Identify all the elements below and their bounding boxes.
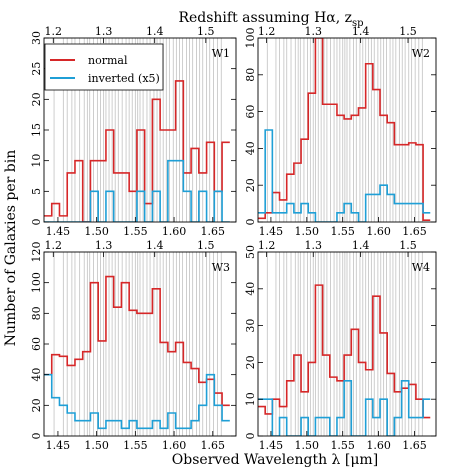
y-tick-label: 50 [244,245,257,259]
y-tick-label: 20 [244,355,257,369]
y-tick-label: 10 [30,154,43,168]
y-tick-label: 120 [30,242,43,263]
x-tick-label: 1.45 [259,439,284,452]
x-tick-label: 1.50 [295,225,320,238]
y-tick-label: 5 [30,188,43,195]
z-tick-label: 1.2 [45,239,63,252]
z-tick-label: 1.4 [352,239,370,252]
y-tick-label: 40 [244,282,257,296]
z-tick-label: 1.3 [95,239,113,252]
z-tick-label: 1.4 [146,25,164,38]
z-tick-label: 1.2 [258,25,276,38]
y-tick-label: 80 [244,68,257,82]
y-tick-label: 10 [244,392,257,406]
z-tick-label: 1.5 [399,25,417,38]
x-tick-label: 1.45 [46,225,71,238]
y-tick-label: 40 [244,141,257,155]
x-axis-title: Observed Wavelength λ [μm] [172,452,378,468]
x-tick-label: 1.45 [46,439,71,452]
panel-label: W2 [412,47,430,60]
panel-frame [257,37,437,223]
x-tick-label: 1.50 [84,439,109,452]
top-axis-title: Redshift assuming Hα, zsp [178,10,363,29]
x-tick-label: 1.55 [123,225,148,238]
top-axis-title-text: Redshift assuming Hα, z [178,10,352,26]
x-tick-label: 1.65 [201,225,226,238]
histogram-normal [44,275,230,407]
z-tick-label: 1.5 [399,239,417,252]
y-tick-label: 20 [30,92,43,106]
panel-frame [257,251,437,437]
histogram-normal [258,38,431,221]
y-tick-label: 60 [244,105,257,119]
x-tick-label: 1.55 [330,439,355,452]
histogram-inverted [258,129,431,222]
x-tick-label: 1.60 [162,225,187,238]
z-tick-label: 1.3 [305,239,323,252]
top-axis-title-subscript: sp [352,18,364,29]
sky-lines [266,38,423,222]
x-tick-label: 1.55 [330,225,355,238]
x-tick-label: 1.50 [84,225,109,238]
z-tick-label: 1.2 [258,239,276,252]
x-tick-label: 1.65 [201,439,226,452]
y-tick-label: 25 [30,62,43,76]
y-tick-label: 0 [244,433,257,440]
x-tick-label: 1.50 [295,439,320,452]
x-tick-label: 1.60 [366,225,391,238]
panel-label: W1 [212,47,230,60]
histogram-inverted [258,380,431,436]
legend-frame [44,43,164,91]
legend-normal-label: normal [88,54,128,67]
x-tick-label: 1.60 [162,439,187,452]
y-tick-label: 60 [30,337,43,351]
y-axis-title: Number of Galaxies per bin [3,150,19,347]
panel-w3: 0 20 40 60 80 100 120 1.45 1.50 1.55 1.60 1.65 1.2 1.… [30,239,237,452]
z-tick-label: 1.5 [197,239,215,252]
panel-w2: 0 20 40 60 80 100 1.45 1.50 1.55 1.60 1.65 1.2 1.3 1.… [244,25,437,238]
panel-label: W3 [212,261,230,274]
z-tick-label: 1.3 [95,25,113,38]
histogram-normal [44,80,230,222]
y-tick-label: 20 [30,398,43,412]
legend-inverted-label: inverted (x5) [88,72,160,85]
histogram-inverted [44,159,230,222]
z-tick-label: 1.5 [197,25,215,38]
y-tick-label: 0 [30,433,43,440]
y-tick-label: 100 [30,272,43,293]
y-tick-label: 0 [244,219,257,226]
histogram-inverted [44,373,230,430]
x-tick-label: 1.60 [366,439,391,452]
z-tick-label: 1.4 [146,239,164,252]
y-tick-label: 0 [30,219,43,226]
y-tick-label: 15 [30,123,43,137]
x-tick-label: 1.65 [402,225,427,238]
y-tick-label: 100 [244,28,257,49]
z-tick-label: 1.2 [45,25,63,38]
z-tick-label: 1.4 [352,25,370,38]
panel-label: W4 [412,261,430,274]
panel-w4: 0 10 20 30 40 50 1.45 1.50 1.55 1.60 1.65 1.2 1.3 1.4… [244,239,437,452]
y-tick-label: 30 [244,319,257,333]
y-tick-label: 40 [30,368,43,382]
x-tick-label: 1.45 [259,225,284,238]
x-tick-label: 1.65 [402,439,427,452]
y-tick-label: 30 [30,31,43,45]
x-tick-label: 1.55 [123,439,148,452]
z-tick-label: 1.3 [305,25,323,38]
y-tick-label: 20 [244,178,257,192]
y-tick-label: 80 [30,306,43,320]
sky-lines [53,252,222,436]
legend: normal inverted (x5) [44,43,164,91]
